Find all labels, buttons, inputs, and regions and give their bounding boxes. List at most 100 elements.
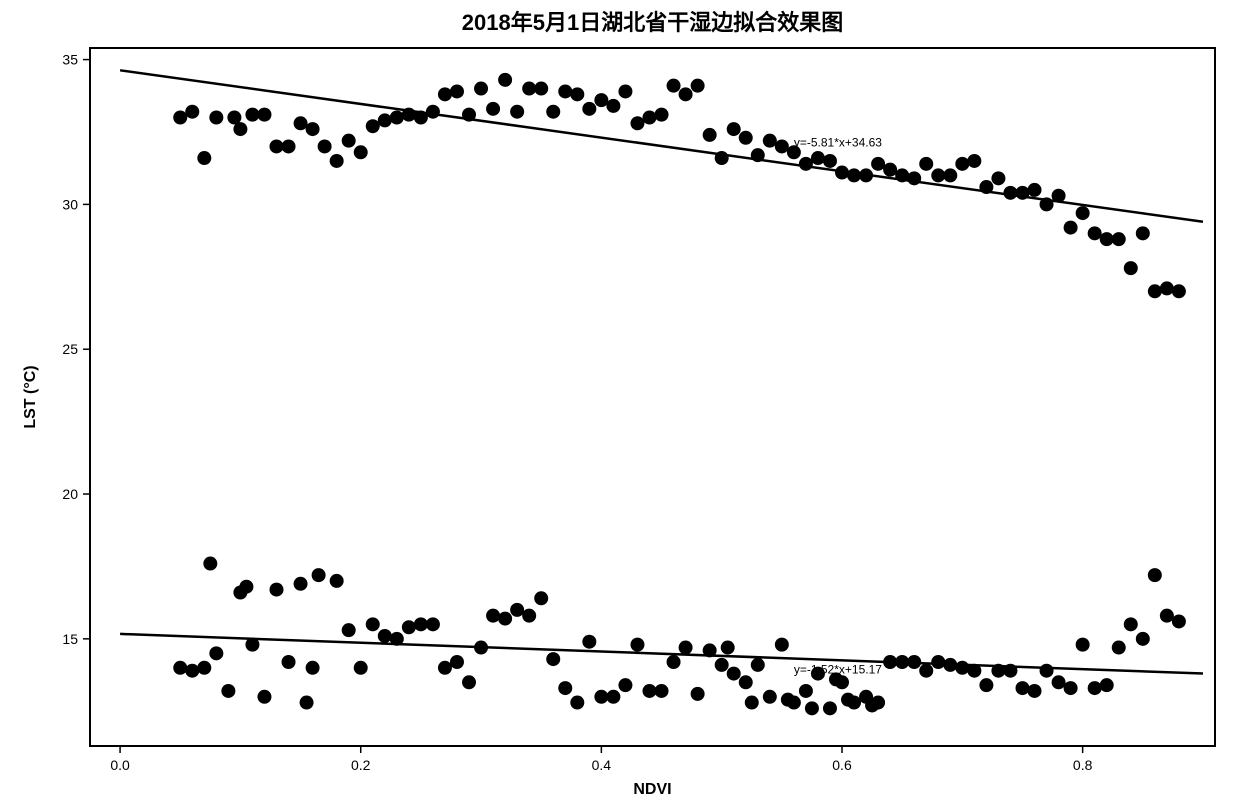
upper-point (546, 105, 560, 119)
upper-point (390, 111, 404, 125)
lower-point (570, 696, 584, 710)
lower-point (606, 690, 620, 704)
lower-point (450, 655, 464, 669)
upper-point (510, 105, 524, 119)
lower-point (823, 701, 837, 715)
upper-point (847, 168, 861, 182)
lower-point (630, 638, 644, 652)
y-tick-label: 15 (62, 631, 78, 647)
upper-point (438, 87, 452, 101)
lower-point (522, 609, 536, 623)
lower-point (294, 577, 308, 591)
lower-point (805, 701, 819, 715)
upper-point (342, 134, 356, 148)
lower-point (727, 667, 741, 681)
upper-point (799, 157, 813, 171)
lower-point (1015, 681, 1029, 695)
upper-point (919, 157, 933, 171)
lower-point (300, 696, 314, 710)
chart-container: 2018年5月1日湖北省干湿边拟合效果图0.00.20.40.60.815202… (0, 0, 1240, 802)
lower-point (799, 684, 813, 698)
upper-point (763, 134, 777, 148)
upper-point (354, 145, 368, 159)
lower-point (486, 609, 500, 623)
lower-point (378, 629, 392, 643)
lower-point (679, 641, 693, 655)
lower-point (618, 678, 632, 692)
upper-point (1112, 232, 1126, 246)
upper-point (209, 111, 223, 125)
upper-point (474, 82, 488, 96)
y-tick-label: 20 (62, 486, 78, 502)
x-axis-label: NDVI (633, 781, 671, 798)
upper-point (1028, 183, 1042, 197)
lower-point (342, 623, 356, 637)
upper-point (679, 87, 693, 101)
upper-equation: y=-5.81*x+34.63 (794, 135, 882, 149)
lower-point (414, 617, 428, 631)
upper-point (1148, 284, 1162, 298)
upper-point (1136, 226, 1150, 240)
lower-point (498, 612, 512, 626)
lower-point (209, 646, 223, 660)
upper-point (426, 105, 440, 119)
lower-point (763, 690, 777, 704)
lower-point (402, 620, 416, 634)
upper-point (330, 154, 344, 168)
upper-point (498, 73, 512, 87)
lower-point (197, 661, 211, 675)
upper-point (173, 111, 187, 125)
lower-point (330, 574, 344, 588)
lower-point (510, 603, 524, 617)
upper-point (667, 79, 681, 93)
upper-point (269, 139, 283, 153)
upper-point (630, 116, 644, 130)
lower-point (745, 696, 759, 710)
upper-point (450, 84, 464, 98)
lower-point (775, 638, 789, 652)
lower-point (1160, 609, 1174, 623)
upper-point (522, 82, 536, 96)
upper-point (318, 139, 332, 153)
upper-point (534, 82, 548, 96)
lower-point (642, 684, 656, 698)
lower-point (835, 675, 849, 689)
upper-point (282, 139, 296, 153)
upper-point (486, 102, 500, 116)
lower-point (312, 568, 326, 582)
lower-point (1136, 632, 1150, 646)
upper-point (558, 84, 572, 98)
plot-area (90, 48, 1215, 746)
upper-point (582, 102, 596, 116)
lower-point (534, 591, 548, 605)
lower-point (582, 635, 596, 649)
lower-point (1064, 681, 1078, 695)
upper-point (1172, 284, 1186, 298)
upper-point (606, 99, 620, 113)
lower-point (721, 641, 735, 655)
lower-point (366, 617, 380, 631)
y-tick-label: 35 (62, 52, 78, 68)
lower-point (203, 557, 217, 571)
lower-point (546, 652, 560, 666)
lower-point (1148, 568, 1162, 582)
lower-point (1088, 681, 1102, 695)
lower-point (173, 661, 187, 675)
lower-point (185, 664, 199, 678)
upper-point (245, 108, 259, 122)
lower-point (426, 617, 440, 631)
upper-point (931, 168, 945, 182)
lower-point (655, 684, 669, 698)
x-tick-label: 0.0 (110, 757, 130, 773)
upper-point (967, 154, 981, 168)
upper-point (378, 113, 392, 127)
lower-point (871, 696, 885, 710)
upper-point (955, 157, 969, 171)
lower-point (1112, 641, 1126, 655)
upper-point (366, 119, 380, 133)
lower-point (462, 675, 476, 689)
upper-point (618, 84, 632, 98)
lower-point (847, 696, 861, 710)
x-tick-label: 0.4 (592, 757, 612, 773)
upper-point (570, 87, 584, 101)
